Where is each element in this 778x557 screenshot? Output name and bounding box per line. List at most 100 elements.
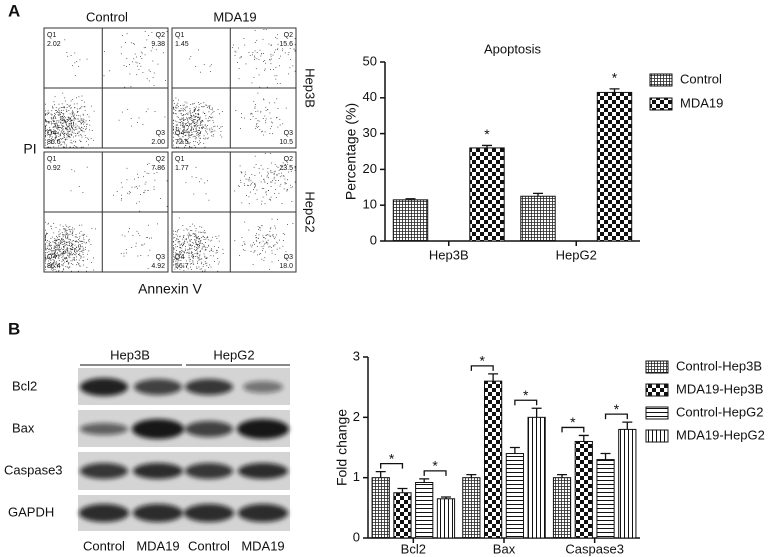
event-dot <box>181 113 182 115</box>
quadrant-value: 2.00 <box>151 139 165 146</box>
event-dot <box>57 126 59 128</box>
event-dot <box>63 117 64 119</box>
event-dot <box>276 174 278 176</box>
event-dot <box>184 251 185 253</box>
event-dot <box>144 189 146 191</box>
event-dot <box>274 238 275 240</box>
event-dot <box>86 124 88 125</box>
quadrant-value: 15.6 <box>279 41 293 48</box>
event-dot <box>55 122 57 124</box>
event-dot <box>272 180 273 181</box>
event-dot <box>145 181 147 183</box>
event-dot <box>145 47 146 48</box>
event-dot <box>174 120 176 122</box>
event-dot <box>69 133 71 135</box>
event-dot <box>81 106 83 107</box>
event-dot <box>61 138 63 140</box>
event-dot <box>58 260 60 261</box>
error-bar <box>531 407 542 418</box>
event-dot <box>175 104 177 106</box>
event-dot <box>181 243 183 245</box>
event-dot <box>85 120 87 122</box>
event-dot <box>45 139 46 141</box>
event-dot <box>173 233 174 235</box>
event-dot <box>59 249 61 250</box>
event-dot <box>199 118 200 120</box>
event-dot <box>59 107 61 109</box>
legend-swatch <box>645 383 669 397</box>
event-dot <box>184 240 185 242</box>
event-dot <box>173 132 174 134</box>
event-dot <box>256 240 258 242</box>
event-dot <box>190 135 192 136</box>
event-dot <box>76 61 78 62</box>
event-dot <box>194 141 196 143</box>
event-dot <box>178 242 180 244</box>
event-dot <box>218 128 220 129</box>
event-dot <box>60 240 61 242</box>
event-dot <box>63 252 64 254</box>
event-dot <box>140 255 142 256</box>
event-dot <box>195 230 197 232</box>
event-dot <box>54 113 55 114</box>
event-dot <box>73 240 74 241</box>
event-dot <box>76 112 78 113</box>
event-dot <box>58 245 59 246</box>
event-dot <box>71 126 72 128</box>
event-dot <box>194 116 196 118</box>
event-dot <box>273 173 275 174</box>
event-dot <box>48 251 50 252</box>
event-dot <box>284 164 286 166</box>
event-dot <box>70 146 71 148</box>
event-dot <box>245 63 247 65</box>
event-dot <box>48 254 49 255</box>
quadrant-value: 7.86 <box>151 165 165 172</box>
event-dot <box>176 128 178 130</box>
event-dot <box>210 249 212 251</box>
event-dot <box>190 117 192 119</box>
event-dot <box>193 109 195 111</box>
event-dot <box>209 129 211 131</box>
event-dot <box>256 189 258 191</box>
event-dot <box>51 254 53 255</box>
legend-swatch <box>649 73 673 87</box>
event-dot <box>175 234 177 236</box>
event-dot <box>283 188 285 190</box>
event-dot <box>59 120 61 122</box>
event-dot <box>61 110 62 111</box>
event-dot <box>190 117 191 118</box>
event-dot <box>191 117 193 119</box>
event-dot <box>80 255 82 257</box>
event-dot <box>255 104 256 105</box>
event-dot <box>188 116 190 118</box>
event-dot <box>77 131 79 133</box>
quadrant-value: 23.5 <box>279 165 293 172</box>
quadrant-name: Q1 <box>175 156 184 163</box>
event-dot <box>187 137 189 139</box>
event-dot <box>61 239 62 240</box>
event-dot <box>144 171 146 173</box>
event-dot <box>55 125 56 127</box>
event-dot <box>187 268 189 270</box>
event-dot <box>173 108 174 109</box>
event-dot <box>201 263 202 265</box>
event-dot <box>210 127 212 129</box>
event-dot <box>193 121 194 123</box>
event-dot <box>188 131 189 133</box>
event-dot <box>197 245 198 247</box>
event-dot <box>77 132 79 134</box>
event-dot <box>189 146 191 148</box>
event-dot <box>173 100 174 102</box>
event-dot <box>270 45 272 46</box>
event-dot <box>179 118 181 120</box>
event-dot <box>195 128 197 130</box>
event-dot <box>67 133 69 134</box>
event-dot <box>76 115 78 116</box>
event-dot <box>64 251 66 252</box>
event-dot <box>93 110 95 112</box>
bar <box>574 440 593 539</box>
event-dot <box>62 241 63 243</box>
event-dot <box>49 127 51 129</box>
event-dot <box>197 116 199 118</box>
error-bar <box>509 446 520 454</box>
